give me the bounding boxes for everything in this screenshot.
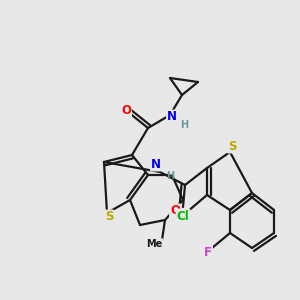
Text: H: H [166, 171, 174, 181]
Text: H: H [180, 120, 188, 130]
Text: O: O [121, 103, 131, 116]
Text: O: O [170, 205, 180, 218]
Text: N: N [167, 110, 177, 124]
Text: Cl: Cl [177, 209, 189, 223]
Text: Me: Me [146, 239, 162, 249]
Text: F: F [204, 245, 212, 259]
Text: S: S [105, 211, 113, 224]
Text: N: N [151, 158, 161, 170]
Text: S: S [228, 140, 236, 152]
